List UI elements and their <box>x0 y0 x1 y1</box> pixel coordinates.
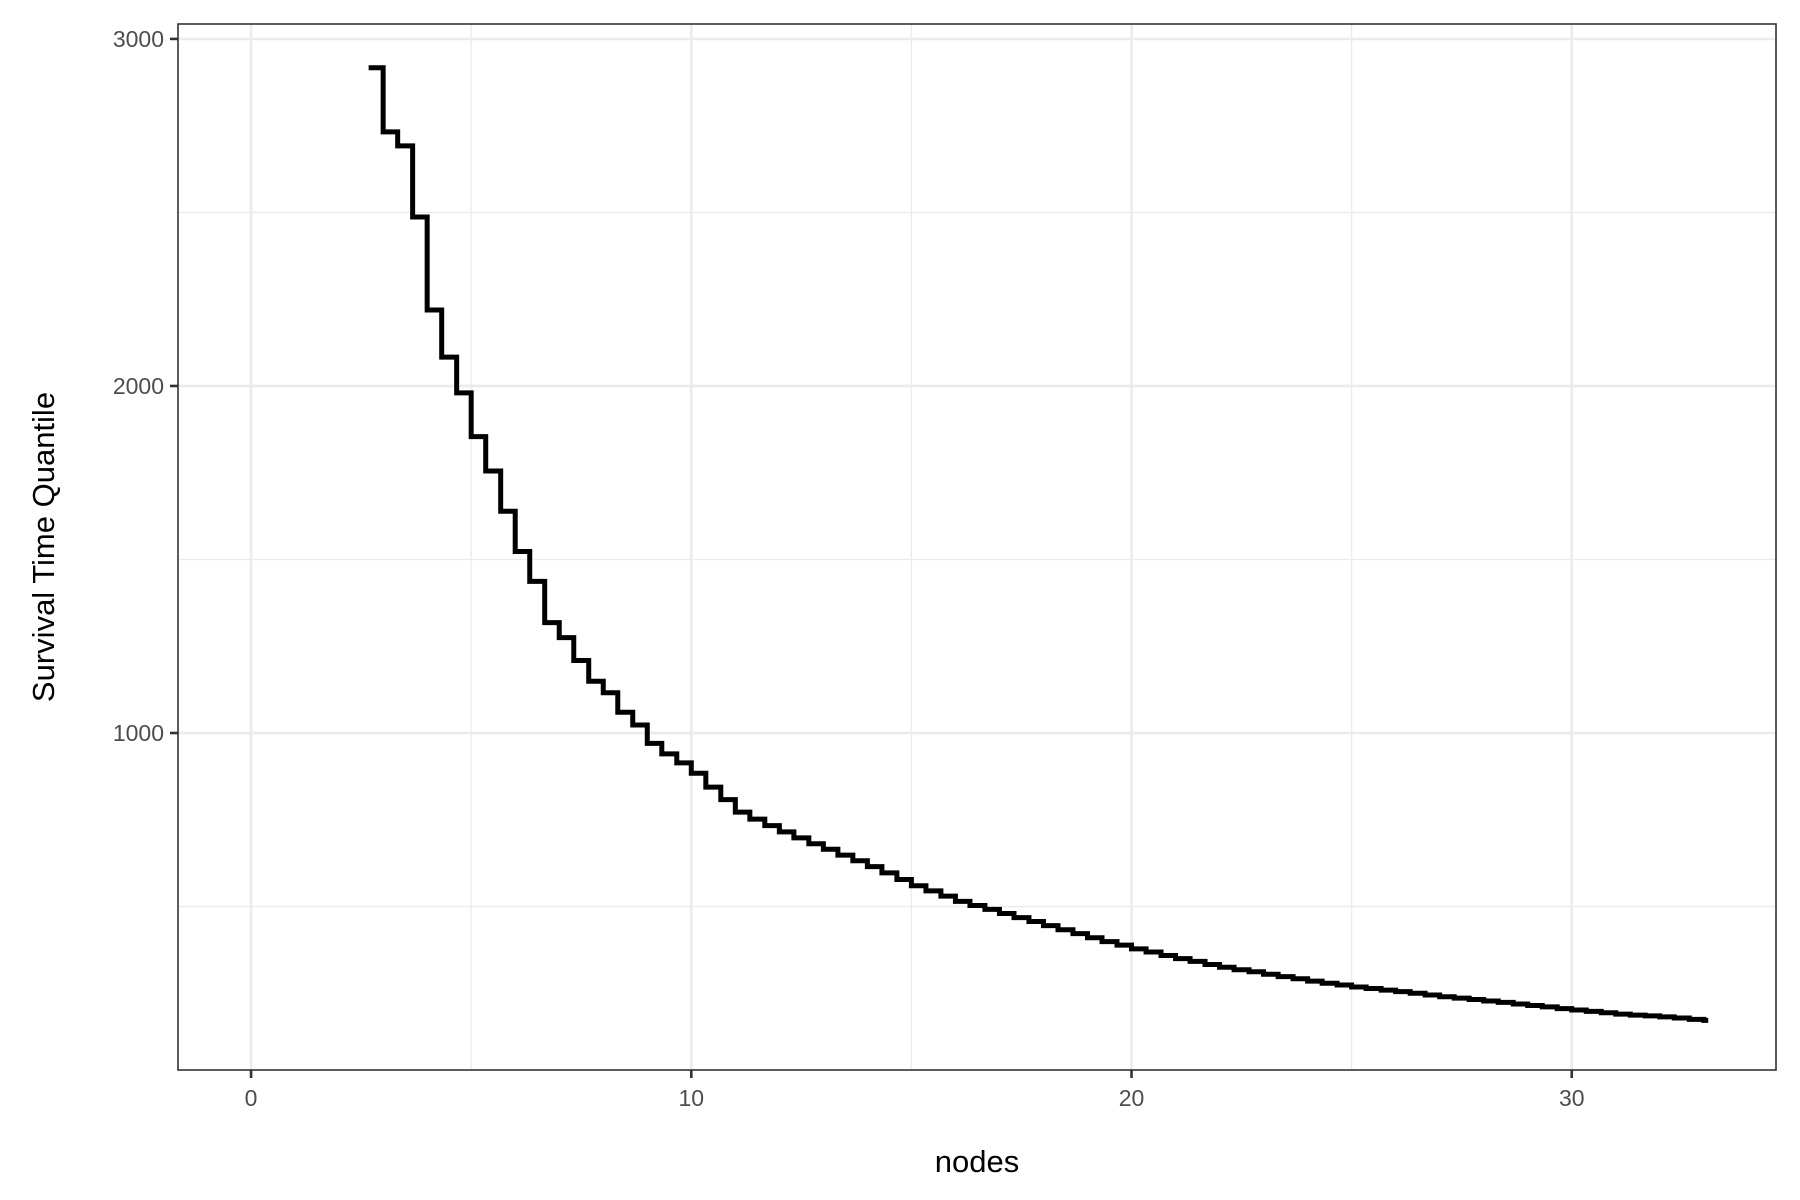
y-tick-label: 1000 <box>113 720 164 746</box>
x-tick-label: 10 <box>679 1085 705 1111</box>
y-tick-label: 2000 <box>113 373 164 399</box>
survival-step-line <box>368 65 1709 1023</box>
series-layer <box>368 65 1709 1023</box>
y-axis-title: Survival Time Quantile <box>26 392 61 702</box>
x-tick-label: 0 <box>245 1085 258 1111</box>
grid-lines <box>178 24 1776 1070</box>
y-tick-label: 3000 <box>113 26 164 52</box>
x-axis-title: nodes <box>935 1144 1019 1179</box>
axes: 0 10 20 30 1000 2000 3000 <box>113 26 1585 1111</box>
x-tick-label: 30 <box>1559 1085 1585 1111</box>
x-tick-label: 20 <box>1119 1085 1145 1111</box>
panel-border <box>177 23 1777 1071</box>
